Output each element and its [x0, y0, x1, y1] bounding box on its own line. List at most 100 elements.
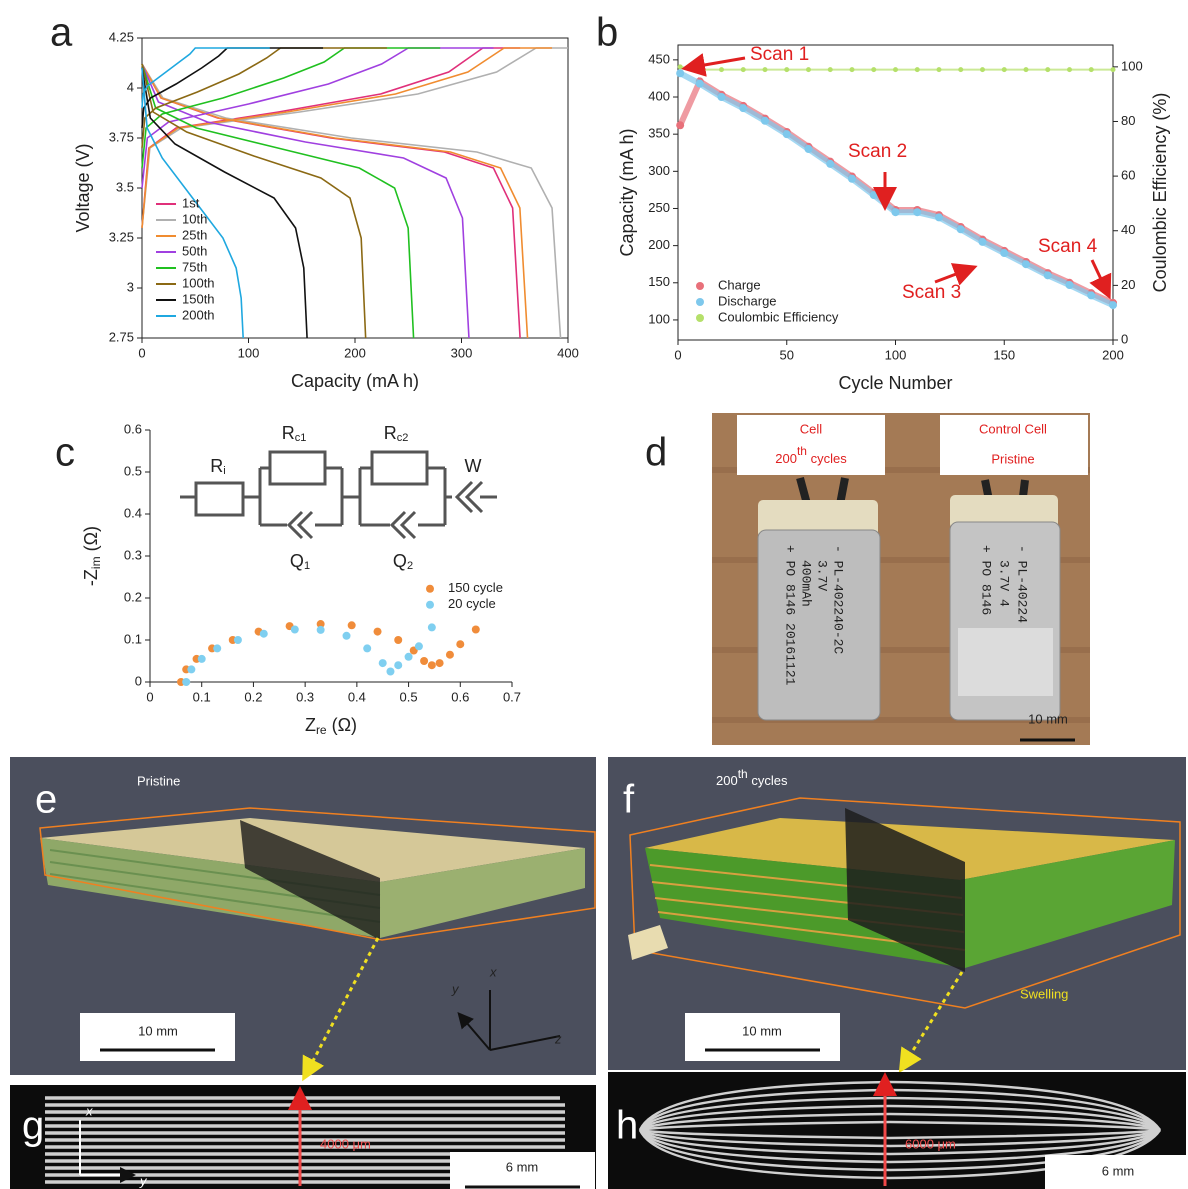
legend-swatch [426, 600, 434, 609]
point [378, 659, 387, 668]
render-3d [10, 757, 596, 1082]
circuit-label: Ri [210, 456, 225, 477]
y2-tick-label: 60 [1121, 168, 1135, 183]
point [435, 659, 444, 668]
y-tick-label: 3.25 [109, 229, 134, 244]
point [1043, 271, 1052, 280]
point [187, 665, 196, 674]
x-tick-label: 0.3 [296, 689, 314, 704]
point [806, 67, 811, 73]
point [414, 642, 423, 651]
scale-label: 6 mm [1102, 1163, 1135, 1178]
point [826, 159, 835, 168]
point [935, 213, 943, 222]
point [1087, 291, 1096, 300]
panel-label: a [50, 11, 73, 55]
x-tick-label: 0 [674, 347, 681, 362]
annotation-arrow [1089, 259, 1112, 300]
point [471, 625, 480, 634]
legend-label: Coulombic Efficiency [718, 309, 839, 324]
point [316, 625, 325, 634]
x-tick-label: 50 [780, 347, 794, 362]
annotation-arrow [681, 53, 746, 77]
panel-label: c [55, 431, 75, 475]
point [676, 69, 685, 78]
x-tick-label: 100 [238, 345, 260, 360]
point [342, 631, 351, 640]
panel-label: b [596, 11, 618, 55]
legend-swatch [426, 584, 434, 593]
point [420, 657, 429, 665]
panel-label: e [35, 778, 57, 822]
x-tick-label: 0.1 [193, 689, 211, 704]
point [717, 93, 726, 102]
x-tick-label: 0 [138, 345, 145, 360]
point [182, 678, 191, 686]
y2-tick-label: 80 [1121, 113, 1135, 128]
legend-label: 25th [182, 227, 207, 242]
y-tick-label: 3 [127, 279, 134, 294]
thickness-label: 4000 μm [320, 1136, 371, 1151]
circuit-label: W [465, 456, 482, 476]
axis-name: z [554, 1031, 562, 1046]
y-tick-label: 0.1 [124, 631, 142, 646]
annotation-arrow [934, 263, 978, 286]
point [197, 654, 206, 663]
legend-label: Discharge [718, 293, 777, 308]
x-tick-label: 0.5 [400, 689, 418, 704]
discharge-curve [141, 63, 415, 339]
scale-label: 10 mm [742, 1023, 782, 1038]
discharge-curve [141, 63, 529, 339]
legend-label: 20 cycle [448, 596, 496, 611]
label-part: -Z [81, 569, 101, 586]
legend-label: 200th [182, 307, 215, 322]
point [914, 67, 920, 73]
photo-label: Cell [800, 421, 823, 436]
y-tick-label: 250 [648, 200, 670, 215]
point [427, 661, 436, 670]
y-tick-label: 2.75 [109, 329, 134, 344]
point [386, 667, 395, 676]
axis-name: x [489, 964, 497, 979]
point [936, 67, 942, 73]
render-label: 200th cycles [716, 767, 788, 788]
axis-label: Cycle Number [838, 373, 952, 393]
point [827, 67, 833, 73]
label-part: im [89, 556, 103, 569]
legend-label: 1st [182, 195, 200, 210]
render-label: Pristine [137, 773, 180, 788]
axis-label: -Zim (Ω) [81, 526, 103, 586]
x-tick-label: 0.7 [503, 689, 521, 704]
photo-label: 200th cycles [775, 444, 847, 466]
y2-tick-label: 0 [1121, 331, 1128, 346]
circuit-label: Rc2 [384, 423, 409, 444]
x-tick-label: 400 [557, 345, 579, 360]
point [1023, 67, 1029, 73]
axis-label: Capacity (mA h) [291, 371, 419, 391]
point [394, 661, 403, 670]
cell-print: - PL-40224 [1015, 545, 1030, 623]
x-tick-label: 200 [344, 345, 366, 360]
xray-slice [608, 1072, 1186, 1189]
point [259, 629, 268, 638]
x-tick-label: 300 [451, 345, 473, 360]
point [1000, 249, 1009, 258]
point [762, 67, 768, 73]
photo [712, 413, 1090, 745]
charge-curve [141, 47, 441, 169]
x-tick-label: 150 [993, 347, 1015, 362]
point [290, 625, 299, 634]
axis-name: x [85, 1103, 93, 1118]
y-tick-label: 3.75 [109, 129, 134, 144]
cell-print: - PL-402240-2C 3.7V 400mAh + PO 8146 201… [783, 545, 1030, 686]
point [956, 225, 965, 234]
point [347, 621, 356, 630]
panel-label: g [22, 1104, 44, 1148]
point [1065, 281, 1074, 290]
point [849, 67, 855, 73]
y-tick-label: 450 [648, 51, 670, 66]
photo-label: Control Cell [979, 421, 1047, 436]
legend-label: 50th [182, 243, 207, 258]
